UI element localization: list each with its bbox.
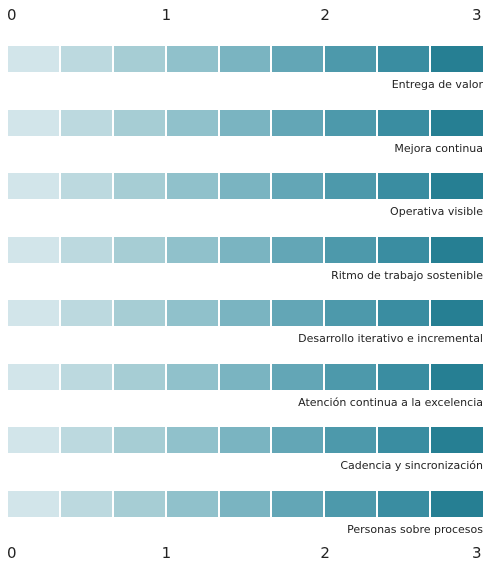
bar-segment bbox=[8, 173, 61, 199]
bar-segment bbox=[113, 427, 167, 453]
bar-segment bbox=[378, 110, 431, 136]
bar-segment bbox=[431, 364, 483, 390]
category-label: Operativa visible bbox=[390, 205, 483, 218]
bar-segment bbox=[113, 173, 167, 199]
bar-row bbox=[8, 491, 483, 517]
bar-segment bbox=[219, 46, 273, 72]
bar-segment bbox=[60, 173, 114, 199]
bar-segment bbox=[8, 300, 61, 326]
bar-segment bbox=[8, 110, 61, 136]
bar-segment bbox=[113, 110, 167, 136]
bar-segment bbox=[113, 300, 167, 326]
bar-segment bbox=[378, 364, 431, 390]
bottom-axis-tick-2: 2 bbox=[320, 544, 330, 562]
bar-segment bbox=[431, 46, 483, 72]
bar-segment bbox=[219, 300, 273, 326]
bar-segment bbox=[8, 237, 61, 263]
bar-segment bbox=[219, 427, 273, 453]
bar-segment bbox=[60, 300, 114, 326]
bar-segment bbox=[113, 364, 167, 390]
bar-segment bbox=[431, 237, 483, 263]
bar-segment bbox=[219, 173, 273, 199]
bar-segment bbox=[166, 300, 220, 326]
bar-segment bbox=[166, 173, 220, 199]
top-axis-tick-3: 3 bbox=[472, 6, 482, 24]
bottom-axis-tick-0: 0 bbox=[7, 544, 17, 562]
bar-segment bbox=[272, 491, 326, 517]
category-label: Cadencia y sincronización bbox=[340, 459, 483, 472]
bar-segment bbox=[431, 110, 483, 136]
category-label: Desarrollo iterativo e incremental bbox=[298, 332, 483, 345]
category-label: Ritmo de trabajo sostenible bbox=[331, 269, 483, 282]
bar-segment bbox=[166, 46, 220, 72]
bar-segment bbox=[60, 46, 114, 72]
bar-segment bbox=[325, 491, 379, 517]
bar-segment bbox=[166, 237, 220, 263]
bar-segment bbox=[378, 46, 431, 72]
bar-segment bbox=[219, 364, 273, 390]
bar-segment bbox=[325, 173, 379, 199]
bar-segment bbox=[8, 427, 61, 453]
bar-segment bbox=[431, 300, 483, 326]
bar-segment bbox=[60, 427, 114, 453]
bar-segment bbox=[219, 110, 273, 136]
bar-row bbox=[8, 173, 483, 199]
bar-segment bbox=[8, 364, 61, 390]
bar-segment bbox=[378, 173, 431, 199]
bar-segment bbox=[60, 364, 114, 390]
bar-row bbox=[8, 364, 483, 390]
bar-segment bbox=[378, 300, 431, 326]
bottom-axis-tick-1: 1 bbox=[161, 544, 172, 562]
bar-segment bbox=[60, 491, 114, 517]
bar-segment bbox=[272, 173, 326, 199]
bar-row bbox=[8, 237, 483, 263]
bar-segment bbox=[272, 110, 326, 136]
bar-row bbox=[8, 300, 483, 326]
top-axis-tick-0: 0 bbox=[7, 6, 17, 24]
bar-row bbox=[8, 46, 483, 72]
bar-segment bbox=[166, 364, 220, 390]
bar-segment bbox=[325, 364, 379, 390]
bar-segment bbox=[378, 427, 431, 453]
top-axis-tick-2: 2 bbox=[320, 6, 330, 24]
bar-segment bbox=[113, 46, 167, 72]
bar-segment bbox=[431, 491, 483, 517]
category-label: Personas sobre procesos bbox=[347, 523, 483, 536]
bar-segment bbox=[60, 110, 114, 136]
bar-row bbox=[8, 110, 483, 136]
bar-segment bbox=[166, 427, 220, 453]
category-label: Entrega de valor bbox=[391, 78, 483, 91]
bar-segment bbox=[113, 491, 167, 517]
bar-segment bbox=[325, 46, 379, 72]
category-label: Atención continua a la excelencia bbox=[298, 396, 483, 409]
top-axis-tick-1: 1 bbox=[161, 6, 172, 24]
bar-segment bbox=[219, 491, 273, 517]
category-label: Mejora continua bbox=[394, 142, 483, 155]
bar-row bbox=[8, 427, 483, 453]
bar-segment bbox=[272, 364, 326, 390]
bar-segment bbox=[166, 491, 220, 517]
bar-segment bbox=[272, 300, 326, 326]
bar-segment bbox=[378, 491, 431, 517]
bar-segment bbox=[166, 110, 220, 136]
bar-segment bbox=[60, 237, 114, 263]
bar-segment bbox=[8, 491, 61, 517]
bar-segment bbox=[378, 237, 431, 263]
bar-segment bbox=[272, 46, 326, 72]
bar-segment bbox=[325, 110, 379, 136]
bar-segment bbox=[113, 237, 167, 263]
bar-segment bbox=[325, 427, 379, 453]
bar-segment bbox=[219, 237, 273, 263]
bar-segment bbox=[325, 237, 379, 263]
bar-segment bbox=[8, 46, 61, 72]
bar-segment bbox=[431, 427, 483, 453]
bar-segment bbox=[431, 173, 483, 199]
bar-segment bbox=[325, 300, 379, 326]
bar-segment bbox=[272, 427, 326, 453]
bottom-axis-tick-3: 3 bbox=[472, 544, 482, 562]
bar-segment bbox=[272, 237, 326, 263]
